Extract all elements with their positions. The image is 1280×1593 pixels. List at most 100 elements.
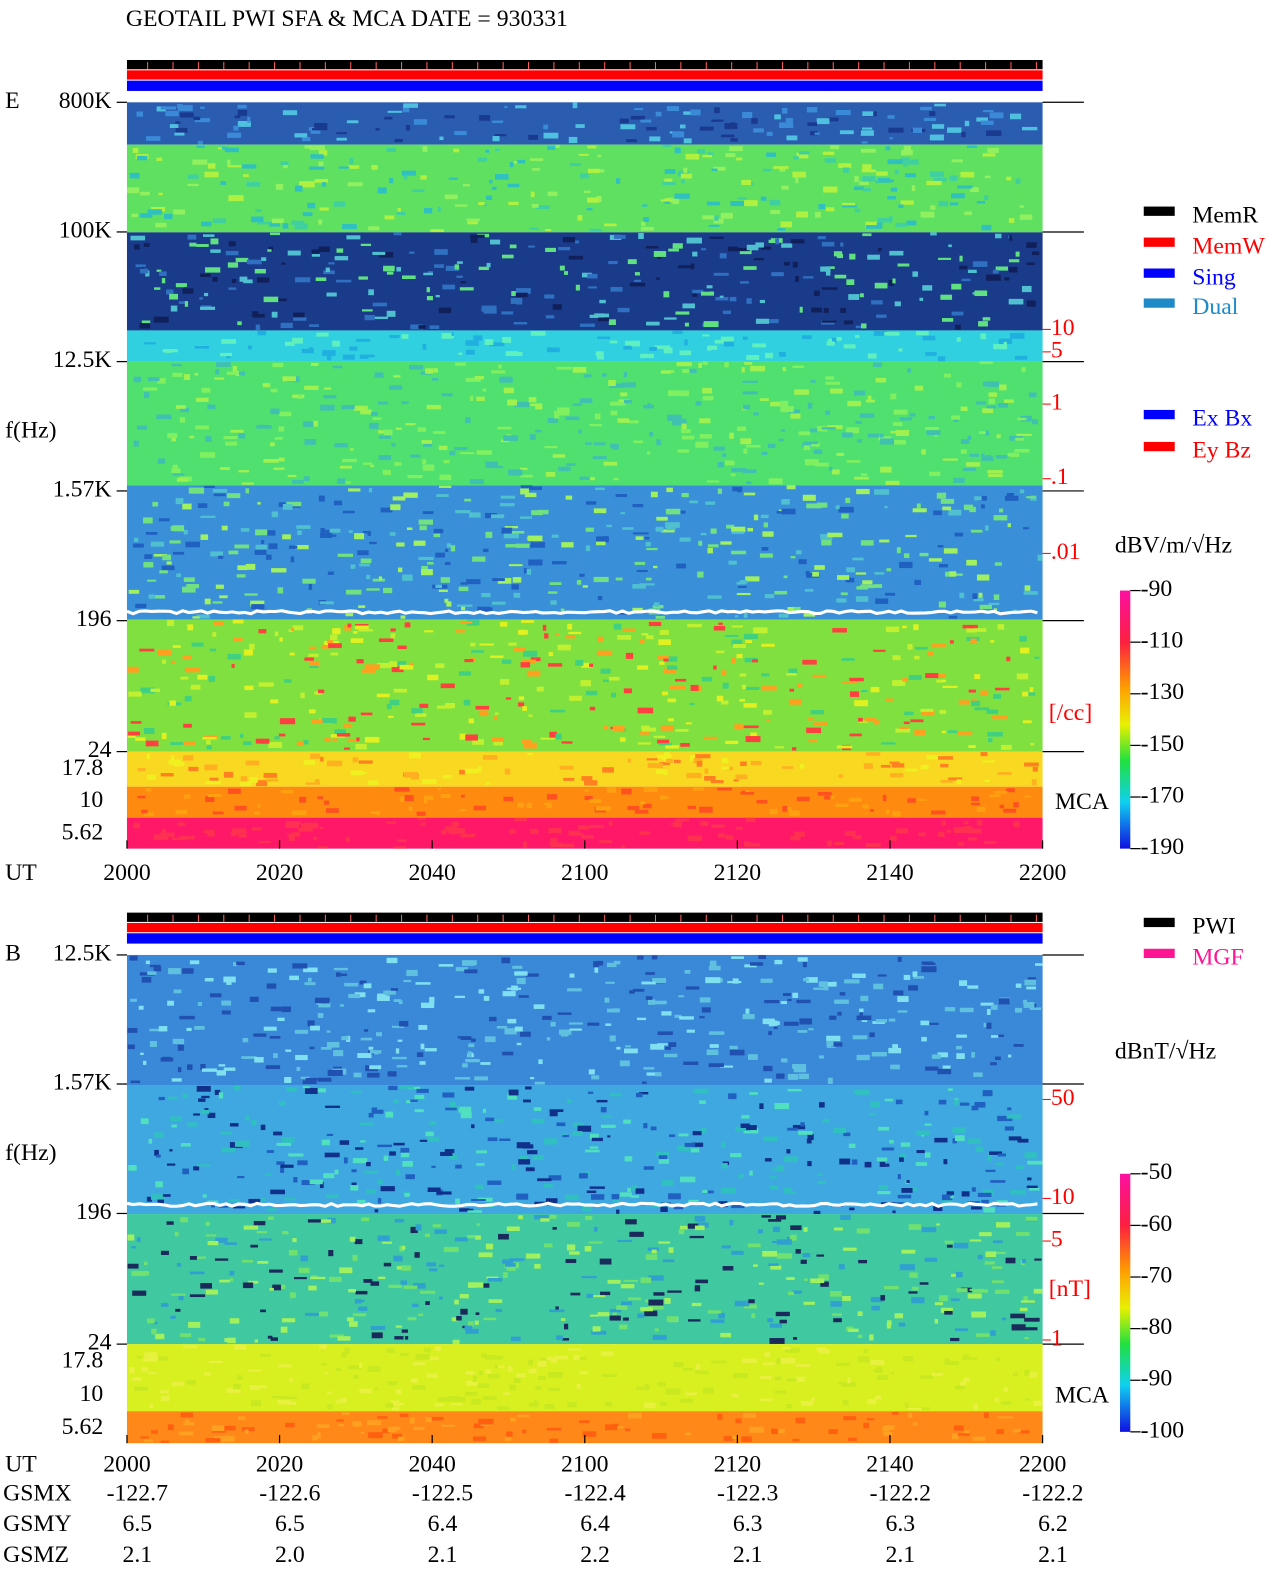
spectrogram-cell bbox=[356, 659, 364, 664]
spectrogram-cell bbox=[189, 1255, 197, 1260]
spectrogram-cell bbox=[338, 166, 350, 169]
spectrogram-cell bbox=[1026, 496, 1036, 499]
spectrogram-cell bbox=[711, 168, 718, 172]
spectrogram-cell bbox=[960, 449, 967, 454]
spectrogram-cell bbox=[652, 1334, 667, 1340]
spectrogram-cell bbox=[548, 1387, 561, 1391]
spectrogram-cell bbox=[663, 658, 669, 662]
spectrogram-cell bbox=[929, 1022, 939, 1025]
spectrogram-cell bbox=[810, 442, 820, 447]
spectrogram-cell bbox=[774, 114, 781, 120]
spectrogram-cell bbox=[494, 712, 499, 715]
spectrogram-cell bbox=[507, 183, 520, 188]
spectrogram-cell bbox=[336, 733, 351, 737]
spectrogram-cell bbox=[815, 462, 829, 467]
spectrogram-cell bbox=[887, 159, 903, 165]
spectrogram-cell bbox=[825, 376, 835, 380]
spectrogram-cell bbox=[487, 1137, 498, 1142]
spectrogram-cell bbox=[243, 741, 252, 746]
orbit-value: -122.5 bbox=[412, 1480, 473, 1506]
orbit-value: 6.3 bbox=[885, 1511, 915, 1537]
spectrogram-cell bbox=[729, 296, 737, 302]
spectrogram-cell bbox=[245, 760, 260, 766]
legend-swatch bbox=[1143, 268, 1175, 278]
spectrogram-cell bbox=[880, 466, 892, 473]
spectrogram-cell bbox=[434, 1346, 442, 1351]
spectrogram-cell bbox=[662, 144, 671, 148]
spectrogram-cell bbox=[401, 334, 409, 339]
spectrogram-cell bbox=[700, 532, 707, 536]
spectrogram-cell bbox=[223, 501, 230, 507]
spectrogram-cell bbox=[585, 1215, 593, 1221]
spectrogram-cell bbox=[216, 1070, 226, 1076]
spectrogram-cell bbox=[731, 1435, 739, 1440]
spectrogram-cell bbox=[155, 1181, 163, 1188]
spectrogram-cell bbox=[433, 533, 441, 538]
spectrogram-cell bbox=[187, 174, 199, 179]
spectrogram-cell bbox=[763, 1065, 773, 1072]
x-axis-label: UT bbox=[5, 1451, 37, 1477]
spectrogram-cell bbox=[410, 454, 421, 458]
spectrogram-cell bbox=[964, 820, 969, 825]
spectrogram-cell bbox=[683, 138, 692, 144]
spectrogram-cell bbox=[899, 1156, 904, 1162]
spectrogram-cell bbox=[958, 980, 968, 986]
spectrogram-cell bbox=[668, 1193, 681, 1200]
spectrogram-cell bbox=[679, 1016, 694, 1020]
spectrogram-cell bbox=[678, 390, 690, 397]
spectrogram-cell bbox=[403, 1285, 418, 1289]
spectrogram-cell bbox=[232, 619, 244, 624]
spectrogram-cell bbox=[166, 619, 175, 627]
spectrogram-cell bbox=[956, 1288, 968, 1293]
spectrogram-cell bbox=[228, 287, 237, 290]
spectrogram-cell bbox=[845, 577, 855, 583]
spectrogram-cell bbox=[995, 1222, 1011, 1228]
spectrogram-cell bbox=[217, 147, 222, 150]
spectrogram-cell bbox=[924, 1110, 929, 1116]
spectrogram-cell bbox=[849, 677, 864, 682]
spectrogram-cell bbox=[776, 1239, 792, 1245]
spectrogram-cell bbox=[922, 335, 936, 341]
spectrogram-cell bbox=[172, 551, 185, 555]
spectrogram-cell bbox=[179, 112, 194, 118]
spectrogram-cell bbox=[1026, 986, 1037, 990]
spectrogram-cell bbox=[755, 242, 764, 248]
spectrogram-cell bbox=[128, 666, 139, 673]
spectrogram-cell bbox=[567, 1221, 580, 1227]
spectrogram-cell bbox=[589, 477, 595, 481]
spectrogram-cell bbox=[1024, 979, 1037, 986]
spectrogram-cell bbox=[675, 729, 689, 732]
spectrogram-cell bbox=[964, 120, 970, 127]
spectrogram-cell bbox=[265, 1065, 281, 1070]
spectrogram-cell bbox=[663, 752, 671, 758]
spectrogram-cell bbox=[174, 132, 185, 136]
spectrogram-cell bbox=[731, 625, 743, 628]
spectrogram-cell bbox=[676, 563, 686, 569]
spectrogram-cell bbox=[826, 840, 832, 847]
spectrogram-cell bbox=[841, 513, 849, 519]
spectrogram-cell bbox=[929, 171, 945, 177]
spectrogram-cell bbox=[399, 1245, 404, 1252]
spectrogram-cell bbox=[409, 1417, 415, 1424]
spectrogram-cell bbox=[558, 466, 571, 472]
spectrogram-cell bbox=[220, 1425, 236, 1431]
spectrogram-cell bbox=[600, 1351, 614, 1357]
spectrogram-cell bbox=[395, 1048, 400, 1054]
spectrogram-cell bbox=[453, 148, 459, 153]
spectrogram-cell bbox=[831, 337, 838, 343]
spectrogram-cell bbox=[160, 1303, 169, 1307]
orbit-value: 2.1 bbox=[885, 1542, 915, 1568]
spectrogram-cell bbox=[227, 1337, 236, 1344]
spectrogram-cell bbox=[522, 1144, 534, 1149]
spectrogram-cell bbox=[901, 1249, 916, 1254]
spectrogram-cell bbox=[348, 716, 356, 722]
spectrogram-cell bbox=[663, 347, 673, 354]
spectrogram-cell bbox=[326, 292, 337, 297]
spectrogram-cell bbox=[373, 316, 388, 320]
spectrogram-cell bbox=[855, 572, 867, 575]
spectrogram-cell bbox=[391, 666, 404, 673]
spectrogram-cell bbox=[219, 467, 230, 470]
spectrogram-cell bbox=[645, 996, 653, 1000]
spectrogram-cell bbox=[951, 193, 965, 199]
spectrogram-cell bbox=[793, 606, 801, 611]
